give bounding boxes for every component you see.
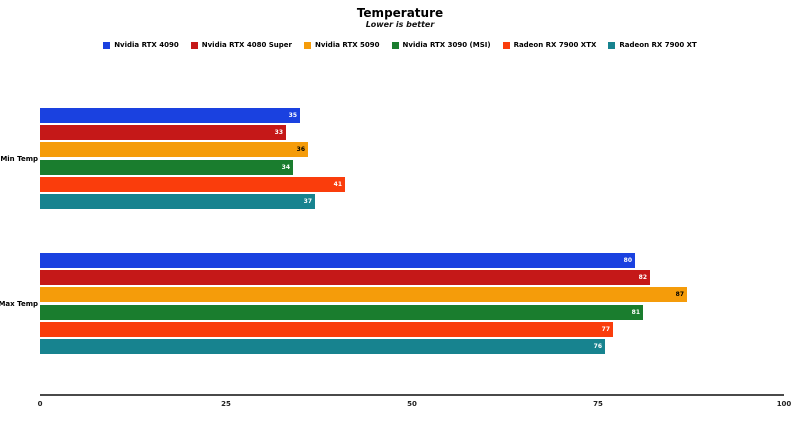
bar: 33	[40, 125, 286, 140]
x-tick-label: 100	[776, 400, 792, 408]
legend-label: Radeon RX 7900 XTX	[513, 41, 597, 49]
legend-item: Nvidia RTX 4090	[103, 41, 179, 49]
bar: 81	[40, 305, 643, 320]
x-tick-label: 0	[37, 400, 43, 408]
legend-item: Radeon RX 7900 XTX	[502, 41, 597, 49]
bar-value-label: 33	[274, 128, 283, 136]
bar: 80	[40, 253, 635, 268]
chart-header: Temperature Lower is better	[0, 6, 800, 30]
legend-label: Radeon RX 7900 XT	[619, 41, 697, 49]
bar-value-label: 82	[638, 273, 647, 281]
bar-value-label: 80	[623, 256, 632, 264]
x-tick-label: 25	[221, 400, 231, 408]
legend-swatch-icon	[502, 41, 510, 49]
bar: 35	[40, 108, 300, 123]
bar-value-label: 35	[288, 111, 297, 119]
chart-title: Temperature	[356, 6, 444, 20]
bar-value-label: 34	[281, 163, 290, 171]
legend-label: Nvidia RTX 3090 (MSI)	[402, 41, 491, 49]
legend-swatch-icon	[391, 41, 399, 49]
bar: 34	[40, 160, 293, 175]
bar: 37	[40, 194, 315, 209]
category-label: Max Temp	[0, 300, 38, 308]
x-tick-label: 50	[407, 400, 417, 408]
bar: 77	[40, 322, 613, 337]
chart-subtitle: Lower is better	[365, 20, 435, 29]
legend-swatch-icon	[103, 41, 111, 49]
bar-value-label: 87	[675, 290, 684, 298]
x-tick-label: 75	[593, 400, 603, 408]
legend-item: Radeon RX 7900 XT	[608, 41, 697, 49]
bar-value-label: 36	[296, 145, 305, 153]
legend-item: Nvidia RTX 5090	[303, 41, 380, 49]
legend-label: Nvidia RTX 4090	[114, 41, 179, 49]
bar-value-label: 77	[601, 325, 610, 333]
x-axis-line	[40, 394, 784, 396]
legend-label: Nvidia RTX 5090	[314, 41, 380, 49]
bar-value-label: 76	[593, 342, 602, 350]
bar: 82	[40, 270, 650, 285]
category-label: Min Temp	[0, 155, 38, 163]
legend-swatch-icon	[303, 41, 311, 49]
plot-area: 35 33 36 34 41 37 Min Temp 80 82 87 81 77 76 Max Temp…	[0, 100, 791, 408]
chart-legend: Nvidia RTX 4090 Nvidia RTX 4080 Super Nvid…	[0, 41, 800, 49]
bar: 87	[40, 287, 687, 302]
bar-value-label: 37	[303, 197, 312, 205]
legend-item: Nvidia RTX 4080 Super	[190, 41, 292, 49]
bar: 76	[40, 339, 605, 354]
bar-value-label: 81	[631, 308, 640, 316]
legend-swatch-icon	[190, 41, 198, 49]
bar: 41	[40, 177, 345, 192]
legend-item: Nvidia RTX 3090 (MSI)	[391, 41, 491, 49]
bar: 36	[40, 142, 308, 157]
legend-label: Nvidia RTX 4080 Super	[201, 41, 292, 49]
legend-swatch-icon	[608, 41, 616, 49]
bar-value-label: 41	[333, 180, 342, 188]
